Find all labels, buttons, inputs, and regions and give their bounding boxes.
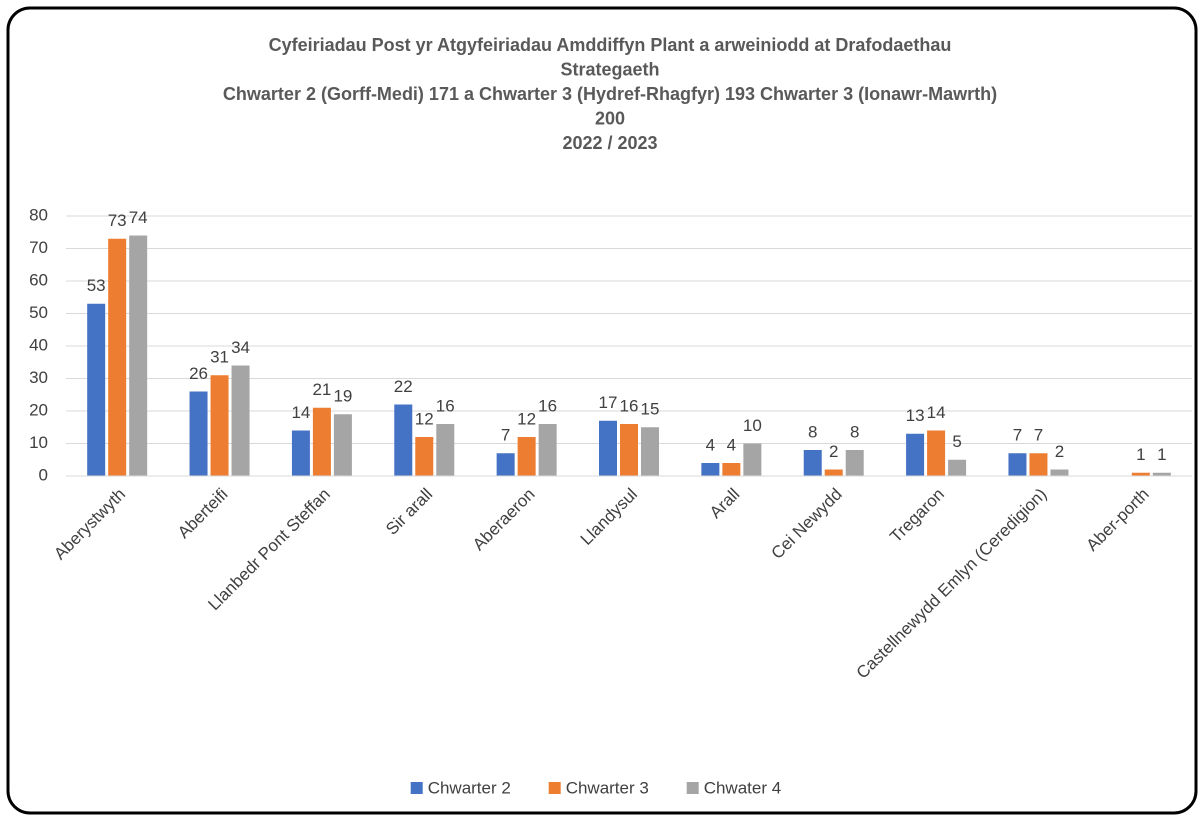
value-label: 16 xyxy=(620,396,639,415)
y-tick-label: 60 xyxy=(29,270,48,289)
legend-label: Chwarter 2 xyxy=(428,778,511,797)
y-tick-label: 80 xyxy=(29,205,48,224)
legend-swatch xyxy=(686,782,699,794)
value-label: 16 xyxy=(436,396,455,415)
value-label: 16 xyxy=(538,396,557,415)
value-label: 73 xyxy=(108,211,127,230)
chart-title: 200 xyxy=(595,108,625,128)
y-tick-label: 30 xyxy=(29,368,48,387)
value-label: 17 xyxy=(599,393,618,412)
value-label: 14 xyxy=(927,403,946,422)
y-tick-label: 20 xyxy=(29,400,48,419)
value-label: 4 xyxy=(727,435,736,454)
bar xyxy=(927,430,946,476)
y-tick-label: 10 xyxy=(29,433,48,452)
y-tick-label: 0 xyxy=(39,465,48,484)
bar xyxy=(1008,453,1027,476)
bar xyxy=(803,450,822,476)
bar xyxy=(108,238,127,476)
bar xyxy=(291,430,310,476)
value-label: 1 xyxy=(1157,445,1166,464)
value-label: 1 xyxy=(1136,445,1145,464)
value-label: 10 xyxy=(743,416,762,435)
value-label: 15 xyxy=(641,400,660,419)
bar xyxy=(1029,453,1048,476)
bar xyxy=(701,463,720,476)
y-tick-label: 40 xyxy=(29,335,48,354)
value-label: 5 xyxy=(952,432,961,451)
bar xyxy=(415,437,434,476)
value-label: 12 xyxy=(517,409,536,428)
bar xyxy=(1152,472,1171,476)
value-label: 7 xyxy=(501,426,510,445)
bar xyxy=(312,407,331,476)
legend-label: Chwarter 3 xyxy=(566,778,649,797)
legend-label: Chwater 4 xyxy=(704,778,781,797)
bar xyxy=(722,463,741,476)
bar xyxy=(824,469,843,476)
bar xyxy=(743,443,762,476)
bar xyxy=(87,303,106,476)
legend-swatch xyxy=(548,782,561,794)
bar xyxy=(1131,472,1150,476)
value-label: 7 xyxy=(1013,426,1022,445)
value-label: 4 xyxy=(706,435,715,454)
value-label: 8 xyxy=(850,422,859,441)
bar xyxy=(210,375,229,476)
bar xyxy=(641,427,659,476)
chart-title: Strategaeth xyxy=(560,59,659,79)
value-label: 12 xyxy=(415,409,434,428)
value-label: 7 xyxy=(1034,426,1043,445)
value-label: 2 xyxy=(829,442,838,461)
value-label: 21 xyxy=(312,380,331,399)
value-label: 2 xyxy=(1055,442,1064,461)
bar xyxy=(517,437,536,476)
bar xyxy=(845,450,864,476)
y-tick-label: 50 xyxy=(29,303,48,322)
chart-title: Chwarter 2 (Gorff-Medi) 171 a Chwarter 3… xyxy=(223,84,997,104)
chart-title: Cyfeiriadau Post yr Atgyfeiriadau Amddif… xyxy=(269,35,952,55)
value-label: 74 xyxy=(129,208,148,227)
y-tick-label: 70 xyxy=(29,238,48,257)
bar xyxy=(333,414,352,476)
value-label: 13 xyxy=(906,406,925,425)
bar xyxy=(394,404,413,476)
chart-title: 2022 / 2023 xyxy=(562,133,657,153)
bar xyxy=(436,424,455,476)
bar xyxy=(1050,469,1069,476)
value-label: 34 xyxy=(231,338,250,357)
value-label: 14 xyxy=(291,403,310,422)
bar xyxy=(231,365,250,476)
bar xyxy=(129,235,148,476)
bar xyxy=(496,453,515,476)
bar xyxy=(599,420,617,476)
value-label: 26 xyxy=(189,364,208,383)
bar xyxy=(620,424,638,476)
legend-swatch xyxy=(410,782,423,794)
value-label: 19 xyxy=(333,387,352,406)
bar xyxy=(538,424,557,476)
value-label: 53 xyxy=(87,276,106,295)
bar xyxy=(906,433,925,476)
value-label: 8 xyxy=(808,422,817,441)
value-label: 31 xyxy=(210,348,229,367)
bar xyxy=(189,391,208,476)
bar xyxy=(948,459,967,476)
value-label: 22 xyxy=(394,377,413,396)
